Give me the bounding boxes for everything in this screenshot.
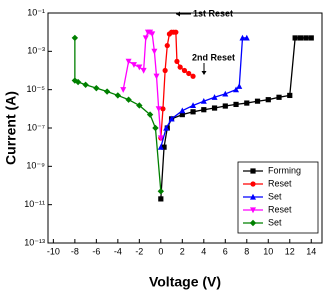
x-tick-label: 12 <box>285 246 295 256</box>
data-point <box>211 94 218 100</box>
annotation-arrowhead <box>176 11 180 17</box>
data-point <box>173 29 179 35</box>
x-axis-title: Voltage (V) <box>149 274 221 290</box>
data-point <box>136 64 143 71</box>
data-point <box>190 73 196 79</box>
data-point <box>93 84 100 92</box>
data-point <box>222 103 228 109</box>
x-tick-label: 6 <box>223 246 228 256</box>
data-point <box>181 67 188 74</box>
data-point <box>222 90 229 97</box>
x-tick-label: 14 <box>306 246 316 256</box>
legend-marker <box>250 181 256 187</box>
legend-label: Forming <box>268 165 301 175</box>
y-tick-label: 10⁻⁷ <box>27 122 45 132</box>
legend-marker <box>249 219 257 227</box>
data-point <box>153 73 160 80</box>
data-point <box>162 67 168 74</box>
y-tick-label: 10⁻¹ <box>27 7 45 17</box>
x-tick-label: 4 <box>201 246 206 256</box>
data-point <box>155 106 162 113</box>
data-point <box>164 42 170 49</box>
data-point <box>82 81 89 88</box>
legend-label: Set <box>268 191 282 201</box>
y-tick-label: 10⁻³ <box>27 46 45 56</box>
data-point <box>211 105 218 111</box>
data-point <box>158 196 164 202</box>
data-point <box>174 58 180 64</box>
data-point <box>136 102 143 109</box>
legend-marker <box>250 168 256 174</box>
data-point <box>287 92 293 99</box>
data-point <box>201 107 207 113</box>
data-point <box>157 188 165 195</box>
data-point <box>103 88 111 95</box>
y-axis-title: Current (A) <box>3 91 19 165</box>
x-tick-label: 2 <box>180 246 185 256</box>
data-point <box>177 64 183 70</box>
x-tick-label: -4 <box>114 246 122 256</box>
x-tick-label: 10 <box>263 246 273 256</box>
data-point <box>265 97 271 103</box>
data-point <box>151 48 158 55</box>
data-point <box>71 77 79 84</box>
y-tick-label: 10⁻⁵ <box>27 84 46 94</box>
annotation-arrowhead <box>201 71 207 75</box>
data-point <box>140 67 147 74</box>
legend-label: Set <box>268 217 282 227</box>
annotation: 1st Reset <box>193 8 233 18</box>
x-tick-label: 0 <box>158 246 163 256</box>
x-tick-label: -2 <box>135 246 143 256</box>
data-point <box>244 100 250 106</box>
legend-marker <box>250 193 256 200</box>
data-point <box>233 101 239 108</box>
data-point <box>71 34 79 42</box>
data-point <box>254 98 261 104</box>
data-point <box>163 124 170 131</box>
data-point <box>276 94 282 100</box>
data-point <box>297 35 304 41</box>
data-point <box>157 143 164 150</box>
data-point <box>130 62 137 68</box>
data-point <box>125 96 132 103</box>
data-point <box>157 135 164 142</box>
data-point <box>179 107 186 114</box>
annotation: 2nd Reset <box>192 52 235 62</box>
y-tick-label: 10⁻¹¹ <box>24 199 45 209</box>
data-point <box>186 70 192 77</box>
y-tick-label: 10⁻⁹ <box>26 161 45 171</box>
data-point <box>190 102 197 109</box>
data-point <box>190 109 196 115</box>
data-point <box>243 34 250 41</box>
data-point <box>308 35 314 41</box>
x-tick-label: -8 <box>71 246 79 256</box>
data-point <box>179 112 185 118</box>
data-point <box>303 35 309 41</box>
data-point <box>233 86 240 93</box>
data-point <box>120 87 127 93</box>
series-line <box>122 31 162 139</box>
data-point <box>144 29 151 36</box>
x-tick-label: 8 <box>244 246 249 256</box>
x-tick-label: -10 <box>47 246 60 256</box>
data-point <box>239 34 246 41</box>
legend-marker <box>250 207 256 214</box>
y-tick-label: 10⁻¹³ <box>24 237 45 247</box>
series-line <box>160 31 194 139</box>
data-point <box>114 92 122 99</box>
data-point <box>142 35 149 42</box>
legend-label: Reset <box>268 178 292 188</box>
data-point <box>152 124 159 132</box>
data-point <box>236 83 243 89</box>
data-point <box>160 106 166 112</box>
legend-label: Reset <box>268 204 292 214</box>
data-point <box>146 111 154 118</box>
data-point <box>125 58 132 65</box>
x-tick-label: -6 <box>92 246 100 256</box>
data-point <box>200 98 207 104</box>
data-point <box>168 115 175 122</box>
data-point <box>292 35 298 41</box>
